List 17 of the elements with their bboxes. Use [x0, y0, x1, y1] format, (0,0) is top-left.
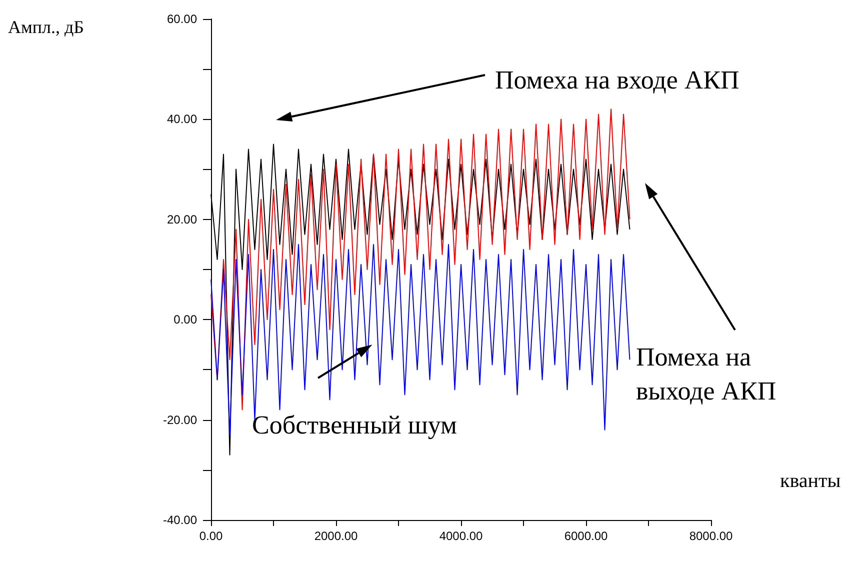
x-tick-label: 2000.00	[314, 529, 358, 543]
y-tick-label: -40.00	[162, 513, 198, 527]
x-tick-label: 0.00	[199, 529, 223, 543]
x-tick-label: 4000.00	[439, 529, 484, 543]
y-axis-title: Ампл., дБ	[8, 17, 84, 37]
x-tick-label: 8000.00	[689, 529, 734, 543]
x-axis-title: кванты	[780, 470, 841, 492]
line-series	[210, 108, 630, 410]
y-tick-label: 60.00	[166, 12, 198, 26]
y-tick-label: 20.00	[166, 212, 198, 226]
y-tick-label: 40.00	[166, 112, 198, 126]
x-tick-label: 6000.00	[564, 529, 608, 543]
annotation: Помеха на входе АКП	[495, 66, 740, 94]
y-tick-label: -20.00	[162, 412, 198, 427]
annotation: Собственный шум	[252, 410, 457, 440]
annotation: Помеха на выходе АКП	[636, 342, 776, 406]
y-tick-label: 0.00	[174, 312, 198, 327]
